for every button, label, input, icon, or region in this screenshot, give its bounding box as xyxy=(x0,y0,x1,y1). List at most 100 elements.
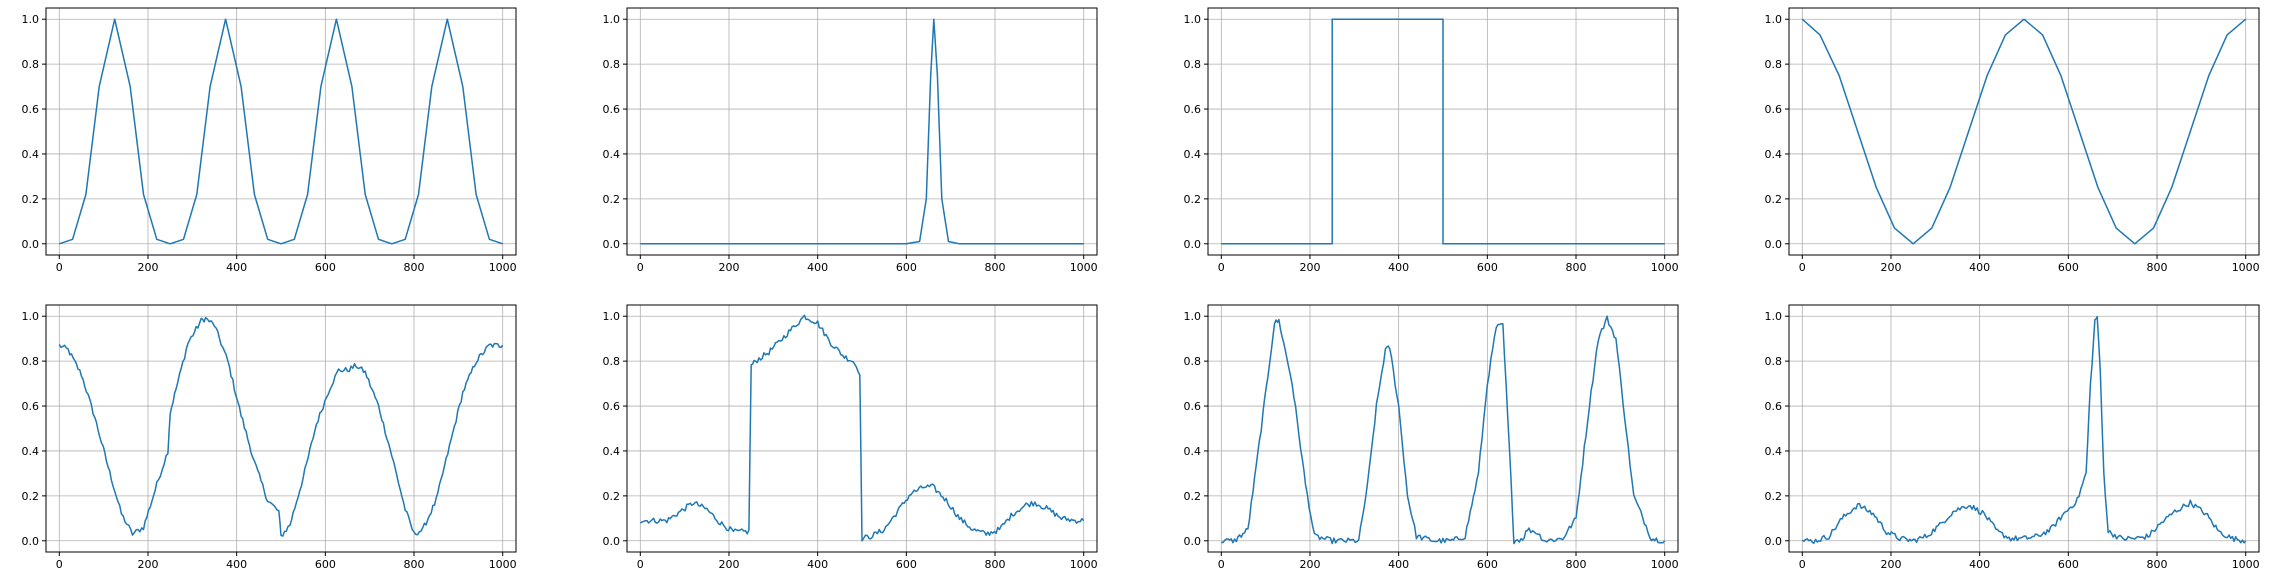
series-line xyxy=(1801,18,2247,245)
series-line xyxy=(640,18,1084,245)
axes-frame xyxy=(45,304,517,553)
x-tick-label: 1000 xyxy=(1651,261,1679,274)
subplot-6: 0 200 400 600 800 1000 0.0 0.2 0.4 0.6 0.8 1.0 xyxy=(603,304,1098,571)
y-tick-label: 0.8 xyxy=(603,58,621,71)
x-tick-label: 600 xyxy=(2058,558,2079,571)
y-tick-label: 0.2 xyxy=(603,490,621,503)
axes-frame xyxy=(1788,7,2260,256)
y-tick-label: 0.6 xyxy=(22,103,40,116)
y-tick-label: 1.0 xyxy=(22,310,40,323)
axes-frame xyxy=(1207,304,1679,553)
axes-frame xyxy=(1207,7,1679,256)
x-tick-label: 0 xyxy=(56,558,63,571)
y-tick-label: 1.0 xyxy=(1765,13,1783,26)
subplot-2: 0 200 400 600 800 1000 0.0 0.2 0.4 0.6 0.8 1.0 xyxy=(603,7,1098,274)
subplot-3: 0 200 400 600 800 1000 0.0 0.2 0.4 0.6 0.8 1.0 xyxy=(1184,7,1679,274)
x-tick-label: 200 xyxy=(1880,261,1901,274)
y-tick-label: 0.0 xyxy=(1765,238,1783,251)
y-tick-label: 0.2 xyxy=(1765,193,1783,206)
x-tick-label: 1000 xyxy=(1070,558,1098,571)
y-tick-label: 0.4 xyxy=(603,445,621,458)
y-tick-label: 0.6 xyxy=(603,400,621,413)
y-tick-label: 0.4 xyxy=(603,148,621,161)
x-tick-label: 800 xyxy=(2147,261,2168,274)
x-tick-label: 800 xyxy=(985,558,1006,571)
y-tick-label: 0.0 xyxy=(22,238,40,251)
x-tick-label: 600 xyxy=(1477,558,1498,571)
y-tick-label: 0.8 xyxy=(1765,58,1783,71)
y-tick-label: 0.8 xyxy=(22,355,40,368)
y-tick-label: 1.0 xyxy=(1184,310,1202,323)
axes-frame xyxy=(45,7,517,256)
x-tick-label: 0 xyxy=(1218,558,1225,571)
y-tick-label: 1.0 xyxy=(1765,310,1783,323)
y-tick-label: 0.6 xyxy=(1184,400,1202,413)
series-line xyxy=(639,314,1085,542)
x-tick-label: 400 xyxy=(1969,261,1990,274)
y-tick-label: 1.0 xyxy=(603,310,621,323)
series-line xyxy=(59,18,503,245)
x-tick-label: 800 xyxy=(1566,261,1587,274)
x-tick-label: 400 xyxy=(807,261,828,274)
x-tick-label: 200 xyxy=(137,558,158,571)
x-tick-label: 1000 xyxy=(1070,261,1098,274)
x-tick-label: 600 xyxy=(315,558,336,571)
y-tick-label: 0.2 xyxy=(603,193,621,206)
y-tick-label: 0.8 xyxy=(603,355,621,368)
x-tick-label: 800 xyxy=(404,558,425,571)
y-tick-label: 0.0 xyxy=(1184,238,1202,251)
y-tick-label: 0.4 xyxy=(1765,445,1783,458)
x-tick-label: 1000 xyxy=(489,558,517,571)
subplot-5: 0 200 400 600 800 1000 0.0 0.2 0.4 0.6 0.8 1.0 xyxy=(22,304,517,571)
x-tick-label: 0 xyxy=(1218,261,1225,274)
x-tick-label: 0 xyxy=(637,261,644,274)
x-tick-label: 400 xyxy=(1388,558,1409,571)
x-tick-label: 400 xyxy=(1969,558,1990,571)
x-tick-label: 600 xyxy=(2058,261,2079,274)
y-tick-label: 1.0 xyxy=(22,13,40,26)
y-tick-label: 0.4 xyxy=(22,148,40,161)
axes-frame xyxy=(1788,304,2260,553)
y-tick-label: 0.8 xyxy=(1184,355,1202,368)
axes-frame xyxy=(626,304,1098,553)
y-tick-label: 0.6 xyxy=(603,103,621,116)
y-tick-label: 0.2 xyxy=(22,490,40,503)
y-tick-label: 0.6 xyxy=(22,400,40,413)
subplot-4: 0 200 400 600 800 1000 0.0 0.2 0.4 0.6 0.8 1.0 xyxy=(1765,7,2260,274)
y-tick-label: 1.0 xyxy=(603,13,621,26)
series-line xyxy=(1221,315,1666,545)
x-tick-label: 200 xyxy=(718,558,739,571)
y-tick-label: 0.2 xyxy=(1184,193,1202,206)
y-tick-label: 0.8 xyxy=(22,58,40,71)
x-tick-label: 0 xyxy=(637,558,644,571)
x-tick-label: 1000 xyxy=(2232,558,2260,571)
y-tick-label: 0.4 xyxy=(1765,148,1783,161)
axes-frame xyxy=(626,7,1098,256)
y-tick-label: 0.6 xyxy=(1765,103,1783,116)
series-line xyxy=(1221,18,1665,245)
y-tick-label: 0.8 xyxy=(1765,355,1783,368)
x-tick-label: 600 xyxy=(1477,261,1498,274)
x-tick-label: 400 xyxy=(226,558,247,571)
x-tick-label: 200 xyxy=(718,261,739,274)
y-tick-label: 0.4 xyxy=(22,445,40,458)
x-tick-label: 800 xyxy=(985,261,1006,274)
y-tick-label: 0.0 xyxy=(1184,535,1202,548)
x-tick-label: 400 xyxy=(226,261,247,274)
y-tick-label: 0.0 xyxy=(1765,535,1783,548)
x-tick-label: 400 xyxy=(1388,261,1409,274)
x-tick-label: 200 xyxy=(137,261,158,274)
y-tick-label: 0.2 xyxy=(1765,490,1783,503)
y-tick-label: 0.2 xyxy=(1184,490,1202,503)
y-tick-label: 1.0 xyxy=(1184,13,1202,26)
x-tick-label: 0 xyxy=(1799,261,1806,274)
x-tick-label: 1000 xyxy=(2232,261,2260,274)
y-tick-label: 0.0 xyxy=(22,535,40,548)
x-tick-label: 200 xyxy=(1299,558,1320,571)
y-tick-label: 0.4 xyxy=(1184,445,1202,458)
y-tick-label: 0.8 xyxy=(1184,58,1202,71)
y-tick-label: 0.6 xyxy=(1765,400,1783,413)
x-tick-label: 400 xyxy=(807,558,828,571)
x-tick-label: 800 xyxy=(404,261,425,274)
